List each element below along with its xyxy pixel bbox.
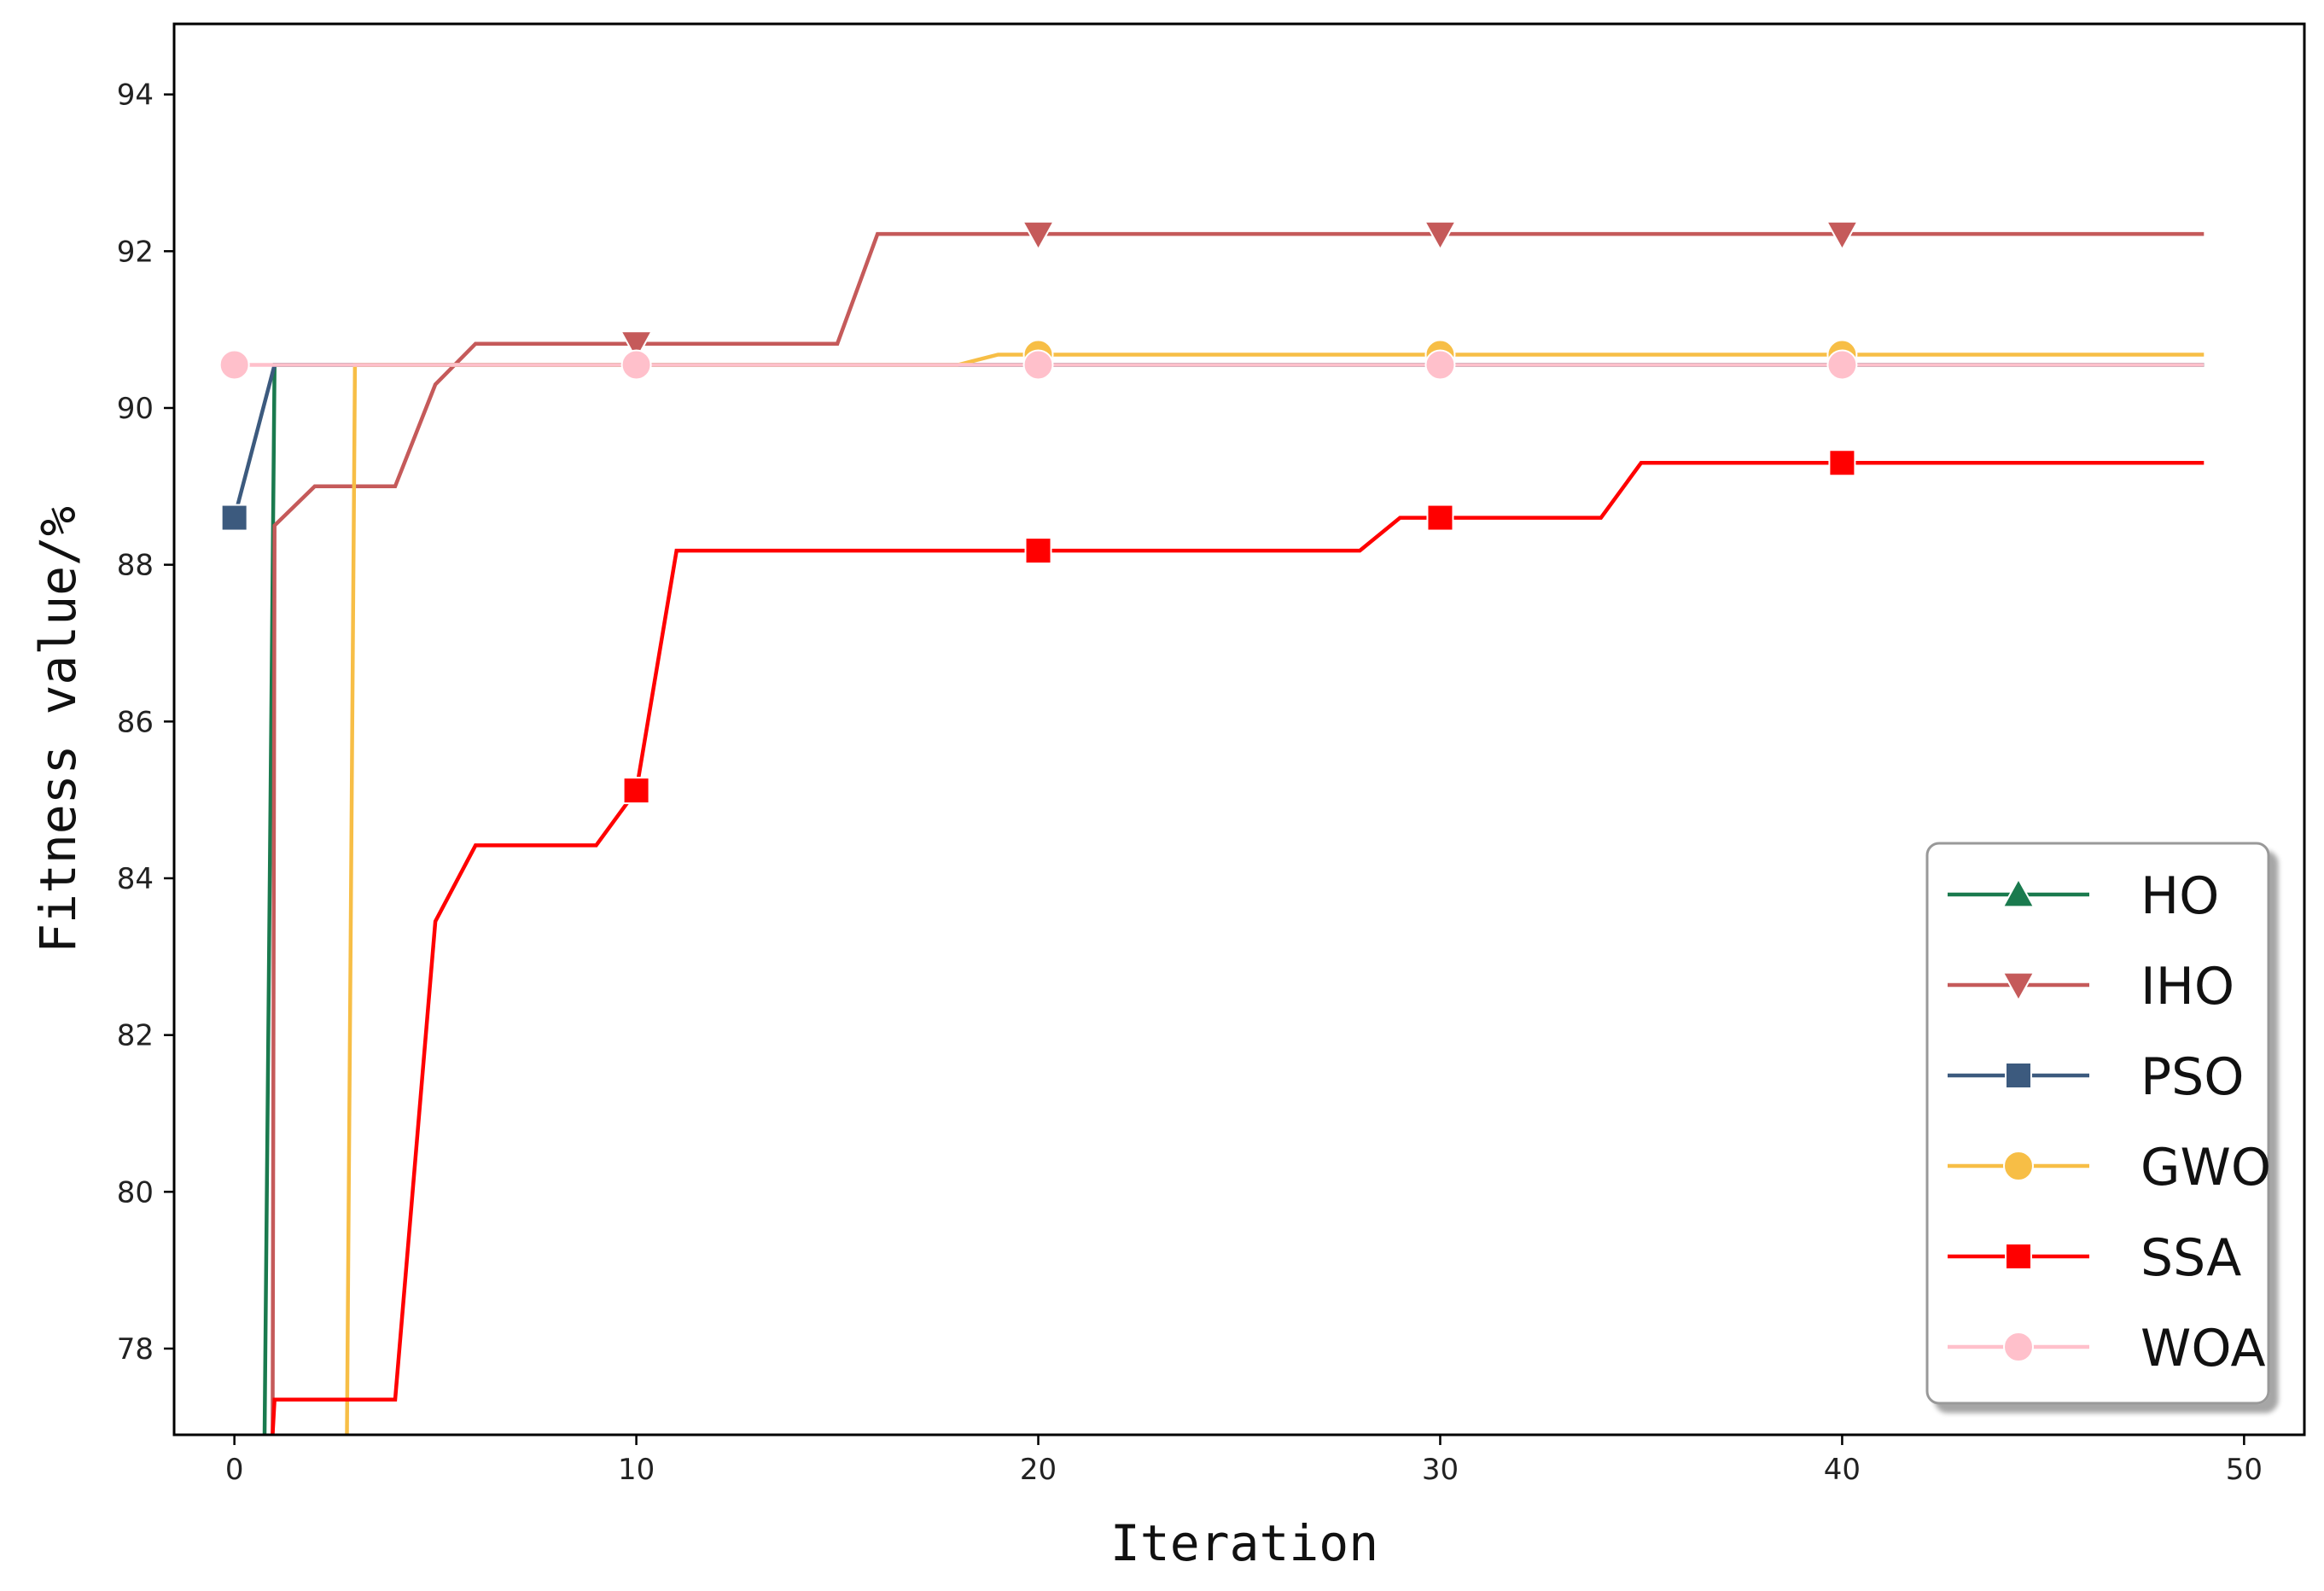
series-gwo (345, 339, 2205, 1435)
legend-item-woa: WOA (1948, 1319, 2266, 1378)
x-tick-label: 50 (2226, 1453, 2263, 1487)
series-point-iho (1021, 220, 1056, 252)
series-iho (271, 220, 2205, 1435)
legend-label-pso: PSO (2141, 1047, 2245, 1107)
series-point-iho (619, 330, 654, 361)
series-point-ssa (1828, 449, 1856, 477)
legend-item-ssa: SSA (1948, 1228, 2241, 1288)
legend-label-ssa: SSA (2141, 1228, 2241, 1288)
y-tick-label: 82 (117, 1019, 154, 1053)
series-point-woa (1022, 349, 1054, 381)
series-point-woa (218, 349, 250, 381)
legend-label-ho: HO (2141, 866, 2219, 926)
legend-item-ho: HO (1948, 866, 2219, 926)
x-tick-label: 40 (1824, 1453, 1861, 1487)
y-tick-label: 80 (117, 1175, 154, 1209)
series-line-ho (262, 363, 2205, 1435)
legend-marker-gwo (2003, 1151, 2034, 1181)
legend: HO IHO PSO GWO SSA WOA (1925, 842, 2271, 1405)
series-point-ssa (1426, 504, 1454, 532)
y-axis: 78 80 82 84 86 88 90 92 94 (117, 79, 174, 1367)
series-woa (218, 349, 2205, 381)
legend-marker-iho (2001, 971, 2036, 1003)
y-tick-label: 94 (117, 79, 154, 113)
series-ho (262, 363, 2205, 1435)
plot-frame (172, 22, 2306, 1437)
series-point-woa (1424, 349, 1456, 381)
legend-label-gwo: GWO (2141, 1138, 2271, 1198)
series-line-pso (232, 363, 2205, 519)
y-tick-label: 90 (117, 392, 154, 426)
series-line-ssa (271, 461, 2205, 1435)
legend-marker-woa (2003, 1332, 2034, 1362)
legend-label-iho: IHO (2141, 957, 2234, 1017)
x-tick-label: 30 (1422, 1453, 1459, 1487)
legend-label-woa: WOA (2141, 1319, 2266, 1378)
x-axis: 0 10 20 30 40 50 (225, 1435, 2263, 1487)
series-point-ssa (622, 777, 650, 805)
plot-area (218, 220, 2205, 1435)
x-tick-label: 10 (618, 1453, 655, 1487)
legend-item-pso: PSO (1948, 1047, 2245, 1107)
y-tick-label: 78 (117, 1332, 154, 1367)
y-tick-label: 84 (117, 862, 154, 896)
series-point-woa (1826, 349, 1858, 381)
y-tick-label: 92 (117, 235, 154, 269)
series-point-pso (220, 504, 248, 532)
x-tick-label: 0 (225, 1453, 244, 1487)
legend-item-iho: IHO (1948, 957, 2234, 1017)
series-point-woa (620, 349, 652, 381)
y-axis-title: Fitness value/% (29, 506, 87, 953)
x-axis-title: Iteration (1110, 1514, 1378, 1572)
legend-item-gwo: GWO (1948, 1138, 2271, 1198)
x-tick-label: 20 (1020, 1453, 1057, 1487)
series-line-gwo (345, 353, 2205, 1435)
series-pso (220, 363, 2205, 532)
legend-marker-ho (2001, 877, 2036, 908)
legend-marker-ssa (2005, 1243, 2032, 1270)
series-point-iho (1423, 220, 1458, 252)
legend-marker-pso (2005, 1062, 2032, 1089)
series-point-iho (1825, 220, 1860, 252)
y-tick-label: 86 (117, 705, 154, 739)
series-ssa (271, 449, 2205, 1435)
series-point-ssa (1024, 537, 1052, 565)
y-tick-label: 88 (117, 549, 154, 583)
series-line-iho (271, 231, 2205, 1435)
